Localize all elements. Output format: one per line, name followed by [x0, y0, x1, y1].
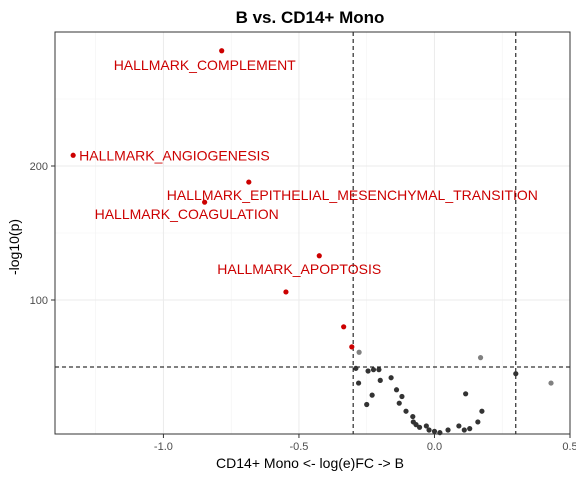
data-point [396, 400, 402, 406]
minor-gridlines [55, 32, 570, 434]
y-tick-label: 100 [30, 295, 48, 307]
panel-border [54, 31, 571, 435]
data-point [461, 427, 467, 433]
point-label: HALLMARK_COAGULATION [95, 206, 279, 222]
data-point [202, 199, 208, 205]
data-point [416, 424, 423, 430]
data-point [365, 368, 371, 374]
data-point [316, 253, 322, 259]
y-axis-title: -log10(p) [6, 219, 22, 275]
point-labels: HALLMARK_COMPLEMENT HALLMARK_ANGIOGENESIS… [79, 57, 538, 277]
data-point [353, 365, 359, 371]
data-point [456, 423, 462, 429]
data-point [467, 426, 473, 432]
x-tick-label: 0.5 [562, 441, 576, 453]
threshold-lines [55, 32, 570, 434]
y-tick-label: 200 [30, 161, 48, 173]
axis-ticks: -1.0 -0.5 0.0 0.5 100 200 [30, 161, 576, 453]
point-label: HALLMARK_COMPLEMENT [114, 57, 296, 73]
point-label: HALLMARK_APOPTOSIS [217, 261, 381, 277]
data-point [341, 324, 347, 330]
data-point [377, 377, 383, 383]
data-point [445, 427, 451, 433]
data-point [376, 367, 382, 373]
data-points [70, 48, 554, 436]
data-point [219, 48, 225, 54]
data-point [355, 380, 362, 386]
data-point [431, 428, 438, 434]
data-point [370, 367, 377, 373]
data-point [477, 355, 484, 361]
data-point [413, 422, 419, 428]
data-point [513, 371, 519, 377]
point-label: HALLMARK_EPITHELIAL_MESENCHYMAL_TRANSITI… [167, 187, 538, 203]
data-point [349, 344, 355, 350]
data-point [399, 393, 405, 400]
data-point [475, 419, 481, 425]
data-point [463, 391, 469, 397]
data-point [410, 413, 416, 420]
data-point [369, 392, 375, 398]
data-point [479, 408, 485, 414]
chart-title: B vs. CD14+ Mono [236, 8, 385, 27]
data-point [364, 401, 370, 408]
data-point [356, 349, 362, 355]
x-tick-label: 0.0 [427, 441, 442, 453]
data-point [403, 408, 409, 414]
data-point [423, 423, 429, 429]
data-point [246, 179, 252, 185]
data-point [548, 380, 554, 386]
data-point [388, 375, 394, 381]
x-axis-title: CD14+ Mono <- log(e)FC -> B [216, 455, 404, 471]
data-point [426, 427, 432, 433]
data-point [283, 289, 289, 295]
data-point [393, 387, 400, 393]
x-tick-label: -0.5 [289, 441, 308, 453]
point-label: HALLMARK_ANGIOGENESIS [79, 147, 270, 163]
data-point [70, 152, 76, 158]
x-tick-label: -1.0 [154, 441, 173, 453]
